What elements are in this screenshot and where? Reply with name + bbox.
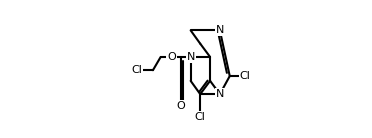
Text: O: O bbox=[167, 52, 176, 62]
Text: Cl: Cl bbox=[195, 112, 206, 122]
Text: N: N bbox=[216, 89, 224, 99]
Text: N: N bbox=[186, 52, 195, 62]
Text: Cl: Cl bbox=[240, 71, 250, 81]
Text: Cl: Cl bbox=[131, 65, 142, 75]
Text: O: O bbox=[176, 101, 185, 111]
Text: N: N bbox=[216, 25, 224, 35]
